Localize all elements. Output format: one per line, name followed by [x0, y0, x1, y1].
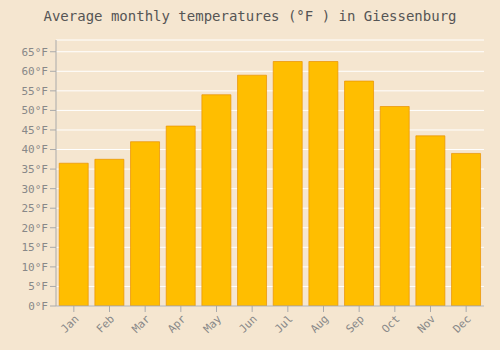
svg-text:15°F: 15°F — [22, 241, 49, 254]
svg-text:40°F: 40°F — [22, 143, 49, 156]
svg-text:Jul: Jul — [272, 312, 295, 335]
svg-text:50°F: 50°F — [22, 104, 49, 117]
svg-text:Apr: Apr — [165, 312, 189, 336]
svg-text:Mar: Mar — [130, 312, 154, 336]
svg-text:Dec: Dec — [451, 312, 474, 335]
svg-text:Jun: Jun — [237, 312, 260, 335]
svg-text:45°F: 45°F — [22, 124, 49, 137]
svg-text:65°F: 65°F — [22, 46, 49, 59]
svg-text:Nov: Nov — [415, 312, 439, 336]
svg-text:0°F: 0°F — [28, 300, 48, 313]
svg-text:Jan: Jan — [58, 312, 81, 335]
svg-text:10°F: 10°F — [22, 261, 49, 274]
svg-text:Sep: Sep — [344, 312, 367, 335]
svg-text:5°F: 5°F — [28, 280, 48, 293]
svg-text:Feb: Feb — [94, 312, 117, 335]
svg-text:55°F: 55°F — [22, 85, 49, 98]
svg-text:60°F: 60°F — [22, 65, 49, 78]
svg-text:Oct: Oct — [379, 312, 402, 335]
html-text:Average monthly temperatures (: Average monthly temperatures (°F ) in Gi… — [43, 8, 457, 24]
svg-text:Aug: Aug — [308, 312, 331, 335]
svg-text:35°F: 35°F — [22, 163, 49, 176]
svg-text:30°F: 30°F — [22, 183, 49, 196]
svg-text:May: May — [201, 312, 225, 336]
svg-text:25°F: 25°F — [22, 202, 49, 215]
svg-text:20°F: 20°F — [22, 222, 49, 235]
